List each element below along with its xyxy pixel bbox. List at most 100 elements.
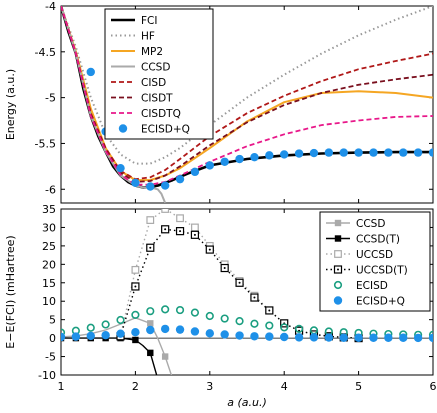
point-uccsd [191,223,199,232]
point-ecisd-q [190,327,200,336]
point-ecisd [86,323,95,332]
point-ecisd-q [339,148,348,157]
x-tick-label: 3 [206,380,213,393]
point-ecisd-q [265,332,274,341]
legend-marker-ccsd [334,219,342,227]
point-uccsd [176,214,184,223]
point-uccsd-t [131,282,140,291]
error-panel: 35 30 25 20 15 10 5 0 -5 -101 2 3 4 5 6 E−E(FCI) (mHart… [4,203,437,393]
legend-marker-ecisd-q [333,296,343,305]
point-ecisd-q [384,148,393,157]
point-uccsd-t [250,293,259,302]
series-line-uccsd-t [119,228,359,339]
x-tick-label: 2 [132,380,139,393]
point-ecisd [220,314,229,323]
point-ecisd-q [61,332,66,342]
point-ecisd-q [399,148,408,157]
x-tick-label: 4 [281,380,288,393]
x-tick-label: 5 [355,380,362,393]
legend-label-ccsd-t: CCSD(T) [356,234,400,246]
point-ecisd-q [413,333,423,343]
point-ecisd-q [324,333,334,342]
legend-marker-ccsd-t [334,235,342,242]
legend-label-cisdtq: CISDTQ [141,108,181,120]
point-ecisd-q [250,332,259,341]
point-ecisd-q [116,163,125,173]
point-ecisd-q [205,329,214,338]
y-tick-label: 20 [42,258,56,271]
point-ecisd [175,305,185,315]
point-ecisd-q [160,324,170,334]
point-ecisd-q [190,167,200,177]
legend-label-uccsd-t: UCCSD(T) [356,265,408,277]
point-ecisd-q [101,330,110,340]
x-axis-label: a (a.u.) [227,396,267,409]
point-ecisd-q [354,148,363,157]
point-ecisd [190,308,200,317]
y-tick-label: -4.5 [35,46,56,59]
legend-label-cisdt: CISDT [141,93,173,105]
point-ecisd-q [71,332,81,341]
point-ecisd-q [294,149,304,158]
legend-label-mp2: MP2 [141,46,163,58]
legend-marker-ecisd [333,280,343,290]
point-ecisd-q [354,333,363,342]
point-ecisd-q [175,325,185,334]
legend-label-ecisd-q: ECISD+Q [356,296,405,308]
point-ecisd-q [294,333,304,342]
legend-label-fci: FCI [141,15,157,27]
plot-frame [60,5,434,204]
legend-label-ccsd: CCSD [356,218,385,230]
point-ecisd-q [384,333,393,342]
point-ecisd-q [399,333,408,342]
legend-label-ecisd: ECISD [356,280,388,292]
point-ecisd-q [175,174,185,184]
x-tick-label: 6 [430,380,437,393]
point-ecisd-q [131,178,140,188]
point-ecisd-q [369,148,378,157]
point-ecisd [205,311,214,321]
y-axis-label: E−E(FCI) (mHartree) [4,235,17,348]
y-axis-label: Energy (a.u.) [4,69,17,140]
y-tick-label: 30 [42,221,56,234]
y-tick-label: -5.5 [35,137,56,150]
point-uccsd-t [175,227,185,236]
legend: CCSD CCSD(T) UCCSD UCCSD(T) ECISD ECISD+Q [319,211,431,312]
point-ecisd-q [280,332,289,342]
series-line-ccsd-t [61,337,158,375]
y-tick-label: -5 [45,351,56,364]
point-ecisd-q [235,154,244,164]
y-tick-label: 15 [42,277,56,290]
point-ecisd-q [160,181,170,190]
legend-marker-ecisd-q [118,124,128,133]
series-line-ccsd [61,317,173,375]
point-ccsd [147,320,154,327]
series-line-cisdtq [61,6,433,186]
point-ecisd-q [86,67,95,77]
point-ecisd [161,305,170,314]
point-ecisd [294,324,304,333]
y-tick-label: 10 [42,295,56,308]
point-ecisd-q [131,328,140,337]
y-tick-label: -5 [45,92,56,105]
point-ecisd [250,319,259,328]
point-uccsd-t [161,225,170,234]
point-uccsd [131,265,140,274]
y-tick-label: 5 [49,314,56,327]
point-ecisd [101,320,110,329]
point-uccsd [161,209,170,213]
point-uccsd-t [190,230,200,239]
legend-label-ccsd: CCSD [141,62,170,74]
point-ecisd-q [324,148,334,157]
y-tick-label: -6 [45,183,56,196]
legend-label-ecisd-q: ECISD+Q [141,124,190,136]
point-ecisd [131,310,140,319]
legend-label-uccsd: UCCSD [356,249,393,261]
plot-frame [60,208,434,376]
point-ccsd [161,353,169,360]
y-tick-label: -10 [38,369,56,382]
point-ecisd-q [250,152,259,162]
legend-marker-uccsd [334,250,342,258]
point-ecisd-q [86,331,95,341]
